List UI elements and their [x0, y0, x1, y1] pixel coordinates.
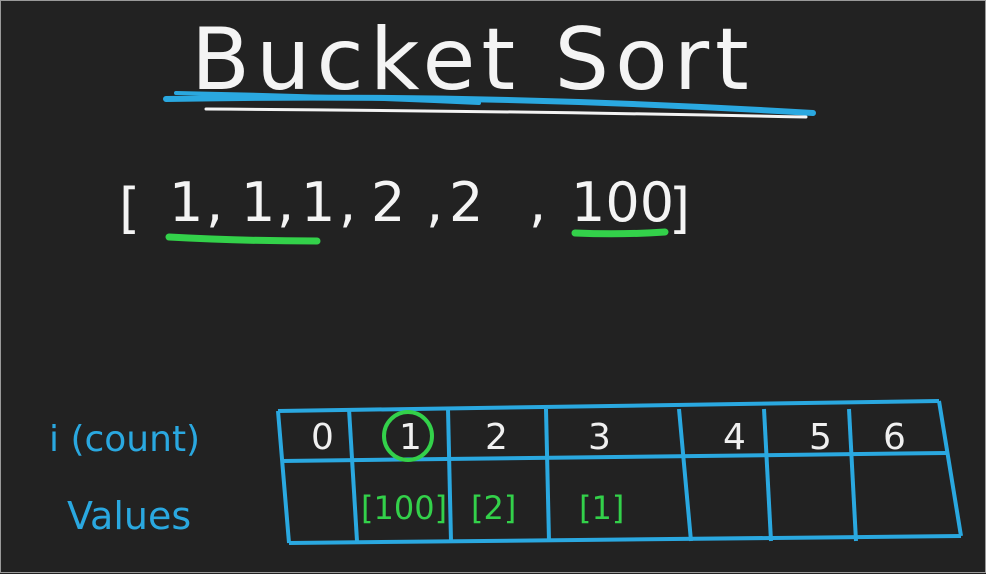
bucket-value-cell: [2]: [471, 489, 516, 527]
title-underline-blue: [163, 94, 816, 116]
array-open-bracket: [: [119, 177, 140, 240]
index-cell: 1: [399, 417, 422, 458]
array-comma: ,: [277, 171, 294, 234]
index-cell: 6: [883, 417, 906, 458]
table-column-divider: [544, 408, 551, 542]
array-comma: ,: [529, 171, 546, 234]
table-middle-border: [281, 451, 947, 463]
index-cell: 4: [723, 417, 746, 458]
table-column-divider: [677, 408, 693, 542]
array-item: 1: [301, 171, 335, 234]
table-column-divider: [347, 408, 359, 542]
table-top-border: [277, 399, 940, 413]
highlight-ones: [165, 233, 321, 245]
array-comma: ,: [426, 171, 443, 234]
table-column-divider: [847, 408, 858, 542]
highlight-count-one-circle: [382, 410, 434, 462]
title-underline-white: [204, 107, 808, 119]
count-label: i (count): [49, 419, 200, 460]
index-cell: 5: [809, 417, 832, 458]
table-column-divider: [762, 408, 773, 542]
title: Bucket Sort: [191, 10, 755, 110]
array-comma: ,: [339, 171, 356, 234]
bucket-value-cell: [1]: [579, 489, 624, 527]
array-item: 1: [169, 171, 203, 234]
table-right-border: [937, 400, 963, 537]
bucket-value-cell: [100]: [361, 489, 447, 527]
table-cells: 0 1 2 3 4 5 6 [100] [2] [1]: [311, 417, 906, 527]
title-underline-blue-short: [174, 91, 481, 105]
array-item: 2: [371, 171, 405, 234]
array-close-bracket: ]: [669, 177, 690, 240]
array-item: 2: [449, 171, 483, 234]
array-items: 1, 1, 1, 2, 2, 100: [169, 171, 674, 234]
index-cell: 0: [311, 417, 334, 458]
bucket-table: [276, 399, 963, 545]
table-column-dividers: [347, 408, 858, 542]
table-bottom-border: [288, 534, 962, 545]
highlight-hundred: [571, 228, 669, 238]
array-item: 1: [241, 171, 275, 234]
index-cell: 3: [588, 417, 611, 458]
array-comma: ,: [206, 171, 223, 234]
array-item: 100: [571, 171, 674, 234]
table-left-border: [276, 410, 291, 544]
table-column-divider: [446, 408, 453, 542]
index-cell: 2: [485, 417, 508, 458]
values-label: Values: [67, 494, 191, 538]
